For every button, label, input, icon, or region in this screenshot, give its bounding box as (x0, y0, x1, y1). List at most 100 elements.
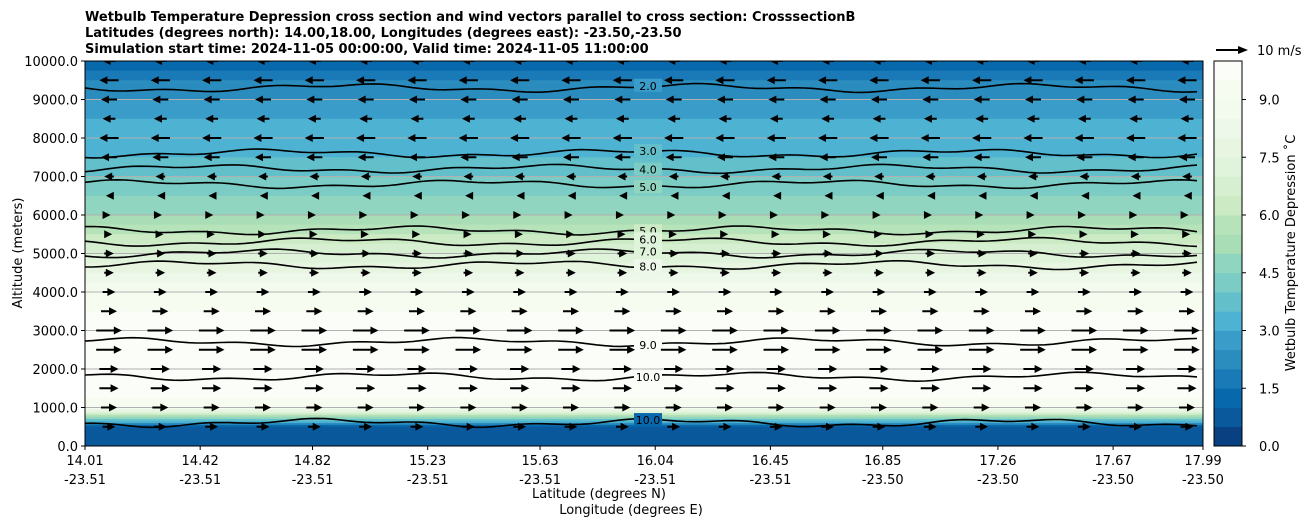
wind-vector (819, 403, 836, 412)
wind-vector (458, 134, 478, 142)
wind-vector (1025, 403, 1041, 412)
wind-vector (771, 230, 780, 239)
field-band (85, 392, 1203, 395)
wind-vector (917, 326, 944, 335)
wind-vector (872, 114, 886, 123)
wind-vector (256, 288, 270, 296)
wind-vector (617, 268, 628, 277)
field-band (85, 213, 1203, 216)
wind-vector (665, 307, 682, 316)
wind-vector (304, 365, 324, 373)
y-tick-label: 5000.0 (33, 248, 79, 263)
wind-vector (360, 172, 371, 181)
wind-vector (409, 307, 425, 316)
field-band (85, 222, 1203, 226)
wind-vector (1079, 230, 1088, 239)
colorbar-tick-label: 1.5 (1259, 382, 1280, 397)
wind-vector (972, 134, 992, 142)
wind-vector (510, 76, 530, 85)
wind-vector (871, 153, 887, 162)
wind-vector (822, 268, 833, 277)
field-band (85, 136, 1203, 139)
field-band (85, 330, 1203, 333)
field-band (85, 141, 1203, 145)
contour-label: 8.0 (639, 260, 657, 273)
contour-label: 10.0 (636, 371, 661, 384)
wind-vector (717, 403, 733, 412)
wind-vector (1182, 249, 1192, 258)
wind-vector (771, 172, 782, 181)
wind-vector (1025, 307, 1041, 316)
wind-vector (771, 268, 782, 277)
wind-vector (1180, 422, 1194, 431)
field-band (85, 355, 1203, 358)
colorbar-segment (1214, 272, 1242, 293)
wind-vector (821, 288, 835, 296)
wind-vector (1028, 172, 1038, 181)
field-band (85, 318, 1203, 322)
wind-vector (822, 249, 833, 258)
wind-vector (925, 268, 936, 277)
wind-vector (869, 384, 889, 393)
colorbar-segment (1214, 176, 1242, 197)
field-band (85, 109, 1203, 112)
wind-vector (1079, 268, 1090, 277)
field-band (85, 432, 1203, 435)
wind-vector (615, 288, 629, 296)
wind-vector (101, 403, 117, 412)
wind-vector (1077, 422, 1091, 431)
wind-vector (975, 61, 989, 65)
wind-vector (1076, 153, 1093, 162)
wind-vector (1183, 191, 1192, 200)
wind-vector (309, 249, 320, 258)
wind-vector (152, 153, 169, 162)
wind-vector (1122, 345, 1149, 354)
wind-vector (256, 61, 270, 65)
wind-vector (255, 153, 271, 162)
field-band (85, 334, 1203, 337)
colorbar-segment (1214, 138, 1242, 158)
field-band (85, 118, 1203, 122)
field-band (85, 278, 1203, 281)
wind-vector (461, 61, 475, 65)
wind-vector (362, 191, 371, 200)
wind-vector (768, 95, 785, 104)
field-band (85, 386, 1203, 389)
wind-vector (872, 211, 881, 219)
contour-label-bg (634, 259, 662, 273)
wind-vector (410, 61, 424, 65)
field-band (85, 444, 1203, 446)
wind-vector (1020, 345, 1046, 354)
wind-vector (1177, 365, 1197, 373)
colorbar-segment (1214, 292, 1242, 312)
y-tick-label: 6000.0 (33, 209, 79, 224)
contour-label-bg (634, 369, 662, 383)
wind-vector (1026, 211, 1035, 219)
wind-vector (768, 307, 785, 316)
field-band (85, 218, 1203, 222)
wind-vector (814, 345, 841, 354)
field-band (85, 438, 1203, 441)
contour-label: 5.0 (639, 181, 657, 194)
wind-vector (150, 134, 170, 142)
field-band (85, 62, 1203, 66)
contour-label: 7.0 (639, 245, 657, 258)
field-band (85, 68, 1203, 72)
contour-label-bg (634, 143, 662, 157)
wind-vector (205, 211, 214, 219)
wind-vector (511, 153, 528, 162)
field-band (85, 134, 1203, 137)
wind-vector (1028, 268, 1038, 277)
wind-vector (99, 365, 119, 373)
field-band (85, 288, 1203, 291)
field-band (85, 199, 1203, 203)
wind-vector (404, 326, 430, 335)
field-band (85, 216, 1203, 220)
wind-vector (874, 268, 884, 277)
wind-vector (152, 95, 169, 104)
field-band (85, 324, 1203, 328)
field-band (85, 317, 1203, 320)
wind-vector (99, 76, 119, 85)
wind-vector (101, 153, 117, 162)
wind-vector (925, 230, 934, 239)
